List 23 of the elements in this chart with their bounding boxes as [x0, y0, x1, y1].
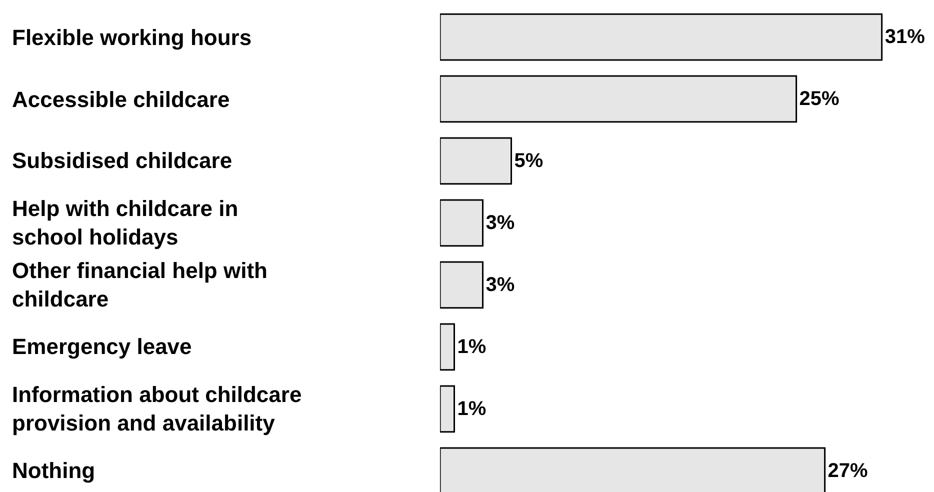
data-label: 31%	[884, 26, 926, 48]
data-label: 3%	[486, 274, 515, 296]
data-label: 3%	[486, 212, 515, 234]
y-tick-label: Help with childcare in school holidays	[12, 196, 238, 250]
bar	[440, 385, 455, 433]
data-label: 1%	[457, 398, 486, 420]
bar	[440, 323, 455, 371]
y-tick-label: Nothing	[12, 458, 96, 483]
bar	[440, 199, 484, 247]
bar	[440, 261, 484, 309]
y-tick-label: Information about childcare provision and availability	[12, 382, 302, 436]
bar	[440, 75, 798, 123]
y-tick-label: Emergency leave	[12, 334, 192, 359]
bar	[440, 13, 883, 61]
data-label: 5%	[514, 150, 544, 172]
data-label: 25%	[799, 88, 840, 110]
y-tick-label: Subsidised childcare	[12, 148, 232, 173]
y-tick-label: Accessible childcare	[12, 87, 230, 112]
data-label: 27%	[828, 460, 868, 482]
y-tick-label: Flexible working hours	[12, 25, 252, 50]
y-tick-label: Other financial help with childcare	[12, 258, 268, 312]
data-label: 1%	[457, 336, 486, 358]
bar	[440, 137, 512, 185]
